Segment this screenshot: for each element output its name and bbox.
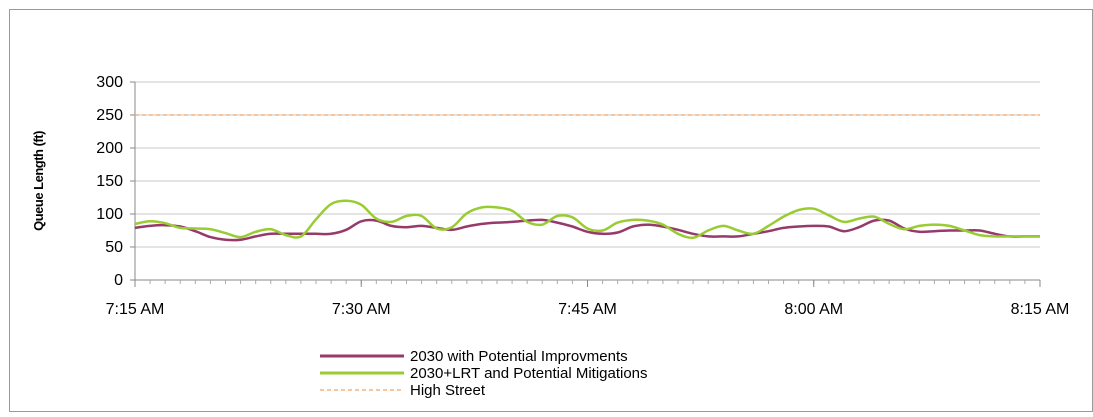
series-lines	[134, 114, 1040, 242]
xtick-label-1: 7:30 AM	[332, 301, 391, 318]
tick-labels: 0 50 100 150 200 250 300 7:15 AM 7:30 AM 7:45 AM 8…	[96, 74, 1069, 318]
xtick-label-0: 7:15 AM	[106, 301, 165, 318]
xtick-label-4: 8:15 AM	[1011, 301, 1070, 318]
y-axis-label: Queue Length (ft)	[31, 131, 46, 231]
legend-label-0: 2030 with Potential Improvments	[410, 348, 628, 365]
ytick-label-300: 300	[96, 74, 123, 91]
series-line-1	[134, 199, 1040, 240]
ytick-label-250: 250	[96, 107, 123, 124]
legend: 2030 with Potential Improvments2030+LRT …	[320, 348, 648, 399]
ytick-label-150: 150	[96, 173, 123, 190]
ytick-label-100: 100	[96, 206, 123, 223]
xtick-label-3: 8:00 AM	[784, 301, 843, 318]
ytick-label-200: 200	[96, 140, 123, 157]
xtick-label-2: 7:45 AM	[558, 301, 617, 318]
chart-border	[9, 9, 1093, 412]
ytick-label-0: 0	[114, 272, 123, 289]
legend-label-1: 2030+LRT and Potential Mitigations	[410, 365, 648, 382]
ytick-label-50: 50	[105, 239, 123, 256]
series-line-0	[134, 218, 1040, 242]
legend-label-2: High Street	[410, 382, 486, 399]
